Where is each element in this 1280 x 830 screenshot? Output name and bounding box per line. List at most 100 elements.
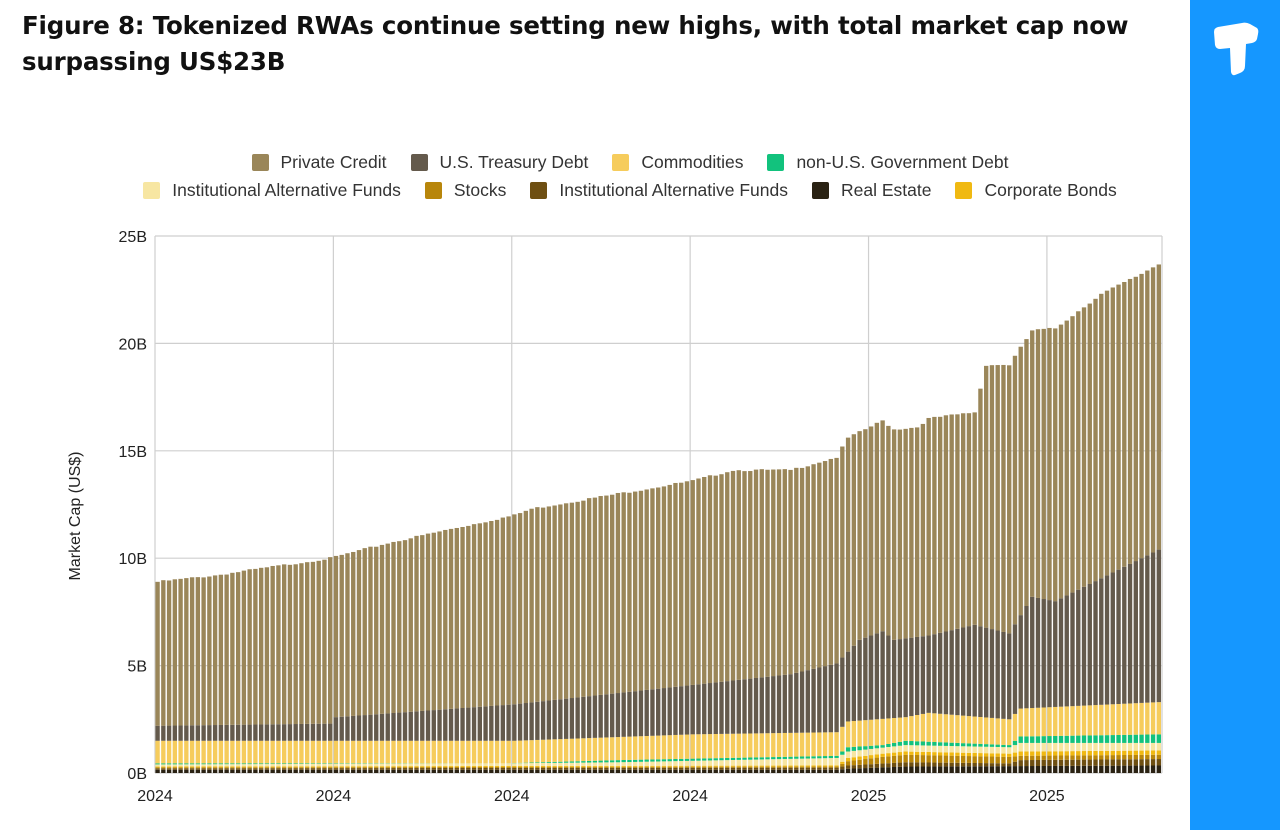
bar-segment-institutional-alternative-funds	[558, 762, 563, 766]
bar-segment-commodities	[368, 740, 373, 764]
bar-segment-institutional-alternative-funds	[299, 763, 304, 767]
bar-segment-institutional-alternative-funds	[1041, 742, 1046, 752]
bar-segment-us-treasury-debt	[293, 724, 298, 741]
stacked-bar	[454, 527, 459, 773]
legend-item-institutional-alternative-funds-2[interactable]: Institutional Alternative Funds	[530, 180, 788, 201]
bar-segment-us-treasury-debt	[506, 704, 511, 741]
bar-segment-stocks	[351, 767, 356, 769]
bar-segment-corporate-bonds	[397, 766, 402, 768]
bar-segment-us-treasury-debt	[477, 706, 482, 741]
bar-segment-commodities	[1064, 706, 1069, 736]
bar-segment-commodities	[984, 717, 989, 745]
bar-segment-us-treasury-debt	[431, 710, 436, 741]
bar-segment-stocks	[943, 755, 949, 763]
bar-segment-real-estate	[650, 769, 655, 773]
bar-segment-non-us-government-debt	[719, 758, 724, 761]
bar-segment-institutional-alternative-funds-2	[356, 768, 362, 770]
bar-segment-institutional-alternative-funds	[690, 760, 695, 766]
bar-segment-real-estate	[448, 769, 454, 773]
bar-segment-private-credit	[166, 580, 172, 726]
bar-segment-private-credit	[351, 551, 356, 716]
bar-segment-stocks	[1024, 755, 1029, 761]
bar-segment-institutional-alternative-funds-2	[581, 767, 586, 770]
bar-segment-corporate-bonds	[834, 765, 839, 767]
bar-segment-private-credit	[609, 494, 615, 694]
bar-segment-us-treasury-debt	[155, 725, 160, 741]
bar-segment-institutional-alternative-funds	[713, 760, 718, 766]
bar-segment-stocks	[1093, 755, 1098, 760]
bar-segment-corporate-bonds	[299, 766, 304, 768]
legend-item-corporate-bonds[interactable]: Corporate Bonds	[955, 180, 1117, 201]
bar-segment-real-estate	[333, 769, 339, 773]
bar-segment-private-credit	[316, 560, 321, 724]
bar-segment-stocks	[235, 767, 241, 769]
bar-segment-private-credit	[834, 457, 839, 664]
bar-segment-private-credit	[414, 535, 419, 712]
bar-segment-real-estate	[281, 769, 287, 773]
bar-segment-stocks	[402, 767, 408, 769]
stacked-bar	[851, 434, 857, 773]
bar-segment-us-treasury-debt	[690, 684, 695, 735]
bar-segment-non-us-government-debt	[863, 746, 868, 750]
bar-segment-institutional-alternative-funds	[955, 746, 960, 753]
bar-segment-commodities	[460, 740, 465, 764]
bar-segment-corporate-bonds	[794, 765, 799, 767]
y-tick-label: 5B	[127, 659, 147, 676]
bar-segment-institutional-alternative-funds	[1058, 742, 1064, 752]
stacked-bar	[857, 431, 862, 773]
bar-segment-private-credit	[483, 522, 488, 707]
legend-item-us-treasury-debt[interactable]: U.S. Treasury Debt	[410, 152, 588, 173]
bar-segment-corporate-bonds	[471, 766, 477, 768]
bar-segment-real-estate	[1007, 766, 1012, 773]
legend-item-commodities[interactable]: Commodities	[612, 152, 743, 173]
legend-item-real-estate[interactable]: Real Estate	[811, 180, 931, 201]
bar-segment-non-us-government-debt	[247, 763, 252, 765]
bar-segment-real-estate	[408, 769, 413, 773]
bar-segment-stocks	[771, 766, 776, 768]
stacked-bar	[955, 414, 960, 773]
bar-segment-corporate-bonds	[437, 766, 442, 768]
bar-segment-real-estate	[235, 769, 241, 773]
stacked-bar	[828, 458, 834, 773]
legend-item-private-credit[interactable]: Private Credit	[251, 152, 387, 173]
bar-segment-non-us-government-debt	[230, 763, 235, 765]
bar-segment-institutional-alternative-funds	[736, 759, 741, 766]
bar-segment-stocks	[414, 767, 419, 769]
bar-segment-institutional-alternative-funds-2	[817, 767, 822, 770]
bar-segment-non-us-government-debt	[1012, 740, 1018, 746]
bar-segment-us-treasury-debt	[868, 635, 874, 720]
bar-segment-corporate-bonds	[661, 765, 667, 767]
bar-segment-stocks	[978, 756, 983, 764]
bar-segment-corporate-bonds	[650, 765, 655, 767]
bar-segment-stocks	[333, 767, 339, 769]
bar-segment-private-credit	[966, 413, 972, 627]
bar-segment-non-us-government-debt	[840, 751, 845, 755]
bar-segment-commodities	[995, 718, 1000, 745]
bar-segment-corporate-bonds	[1058, 751, 1064, 756]
bar-segment-non-us-government-debt	[310, 763, 316, 764]
bar-segment-stocks	[748, 766, 753, 768]
bar-segment-private-credit	[230, 572, 235, 725]
bar-segment-corporate-bonds	[1007, 753, 1012, 757]
bar-segment-us-treasury-debt	[644, 689, 649, 736]
bar-segment-corporate-bonds	[500, 766, 506, 767]
bar-segment-institutional-alternative-funds	[500, 763, 506, 767]
legend-item-stocks[interactable]: Stocks	[424, 180, 506, 201]
stacked-bar	[189, 577, 195, 773]
bar-segment-institutional-alternative-funds	[425, 763, 431, 767]
bar-segment-us-treasury-debt	[563, 698, 569, 739]
bar-segment-non-us-government-debt	[189, 763, 195, 765]
bar-segment-us-treasury-debt	[184, 725, 189, 741]
stacked-bar	[201, 577, 206, 773]
bar-segment-commodities	[1047, 707, 1052, 737]
legend-item-institutional-alternative-funds[interactable]: Institutional Alternative Funds	[143, 180, 401, 201]
legend-item-non-us-government-debt[interactable]: non-U.S. Government Debt	[767, 152, 1009, 173]
bar-segment-commodities	[1076, 705, 1081, 736]
bar-segment-corporate-bonds	[978, 753, 983, 757]
bar-segment-institutional-alternative-funds-2	[1064, 759, 1069, 766]
bar-segment-institutional-alternative-funds	[817, 758, 822, 766]
bar-segment-stocks	[368, 767, 373, 769]
stacked-bar	[241, 570, 247, 773]
bar-segment-non-us-government-debt	[563, 761, 569, 763]
x-tick-label: 2025	[851, 788, 887, 805]
